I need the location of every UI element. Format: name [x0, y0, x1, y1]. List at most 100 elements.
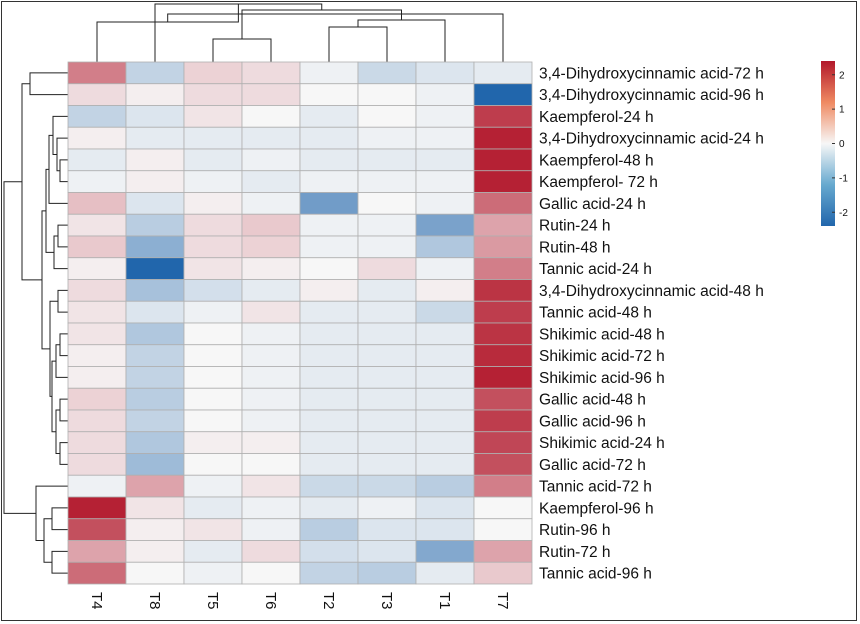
heatmap-cell	[67, 105, 127, 128]
heatmap-cell	[415, 387, 475, 411]
heatmap-cell	[241, 235, 301, 259]
heatmap-cell	[415, 322, 475, 346]
row-label: Tannic acid-96 h	[539, 566, 652, 583]
heatmap-cell	[125, 83, 185, 106]
heatmap-cell	[357, 540, 417, 563]
heatmap-cell	[357, 213, 417, 237]
heatmap-cell	[183, 61, 243, 85]
heatmap-cell	[299, 496, 359, 520]
heatmap-cell	[357, 105, 417, 128]
heatmap-cell	[357, 257, 417, 280]
heatmap-cell	[183, 540, 243, 563]
heatmap-cell	[357, 83, 417, 106]
heatmap-cell	[183, 126, 243, 150]
heatmap-cell	[473, 540, 533, 563]
heatmap-cell	[473, 257, 533, 280]
heatmap-cell	[299, 344, 359, 367]
heatmap-cell	[357, 431, 417, 454]
dendrogram-branch	[45, 168, 54, 253]
heatmap-cell	[125, 170, 185, 193]
heatmap-cell	[67, 300, 127, 324]
dendrogram-branch	[43, 518, 52, 563]
heatmap-cell	[183, 409, 243, 433]
heatmap-cell	[241, 61, 301, 85]
dendrogram-branch	[57, 289, 68, 313]
row-label: Gallic acid-24 h	[539, 196, 646, 213]
row-label: Rutin-48 h	[539, 239, 611, 256]
dendrogram-branch	[48, 134, 68, 204]
heatmap-cell	[299, 279, 359, 302]
heatmap-cell	[241, 518, 301, 541]
dendrogram-branch	[51, 507, 68, 531]
row-label: 3,4-Dihydroxycinnamic acid-24 h	[539, 131, 764, 148]
colorbar-tick-label: 0	[839, 139, 845, 150]
colorbar-tick-label: -1	[839, 173, 848, 184]
heatmap-cell	[299, 105, 359, 128]
heatmap-cell	[67, 540, 127, 563]
heatmap-cell	[357, 453, 417, 476]
heatmap-cell	[241, 148, 301, 172]
row-label: Tannic acid-48 h	[539, 305, 652, 322]
heatmap-cell	[299, 561, 359, 585]
heatmap-cell	[357, 61, 417, 85]
heatmap-cell	[241, 496, 301, 520]
heatmap-cell	[415, 61, 475, 85]
heatmap-cell	[67, 344, 127, 367]
heatmap-cell	[241, 431, 301, 454]
dendrogram-branch	[51, 360, 56, 433]
heatmap-cell	[473, 61, 533, 85]
row-label: Kaempferol-48 h	[539, 152, 654, 169]
heatmap-cell	[67, 213, 127, 237]
heatmap-cell	[473, 453, 533, 476]
heatmap-cell	[415, 561, 475, 585]
heatmap-cell	[125, 126, 185, 150]
dendrogram-branch	[212, 38, 272, 62]
row-label: Kaempferol-24 h	[539, 109, 654, 126]
heatmap-cell	[125, 105, 185, 128]
row-label: Shikimic acid-72 h	[539, 348, 665, 365]
heatmap-cell	[183, 474, 243, 498]
row-dendrogram	[3, 72, 68, 574]
heatmap-cell	[67, 83, 127, 106]
heatmap-cell	[67, 235, 127, 259]
row-label: 3,4-Dihydroxycinnamic acid-72 h	[539, 65, 764, 82]
heatmap-cell	[241, 105, 301, 128]
heatmap-cell	[67, 387, 127, 411]
dendrogram-branch	[96, 4, 239, 62]
heatmap-cell	[125, 61, 185, 85]
dendrogram-branch	[328, 26, 388, 62]
heatmap-cell	[241, 322, 301, 346]
heatmap-cell	[357, 322, 417, 346]
heatmap-cell	[473, 474, 533, 498]
colorbar-ticks: 2 1 0 -1 -2	[832, 70, 848, 219]
heatmap-cell	[241, 126, 301, 150]
heatmap-cell	[473, 344, 533, 367]
heatmap-cell	[183, 279, 243, 302]
dendrogram-branch	[59, 333, 68, 357]
heatmap-cell	[241, 83, 301, 106]
heatmap-cell	[415, 431, 475, 454]
row-label: 3,4-Dihydroxycinnamic acid-48 h	[539, 283, 764, 300]
heatmap-cell	[67, 322, 127, 346]
heatmap-cell	[67, 279, 127, 302]
heatmap-cell	[415, 474, 475, 498]
heatmap-cell	[67, 126, 127, 150]
heatmap-cell	[125, 431, 185, 454]
dendrogram-branch	[56, 137, 68, 172]
heatmap-cell	[125, 474, 185, 498]
heatmap-cell	[473, 213, 533, 237]
heatmap-cell	[183, 257, 243, 280]
column-label: T1	[436, 592, 453, 610]
heatmap-cell	[357, 474, 417, 498]
row-labels: 3,4-Dihydroxycinnamic acid-72 h 3,4-Dihyd…	[539, 65, 764, 582]
heatmap-cell	[473, 83, 533, 106]
heatmap-cell	[415, 105, 475, 128]
heatmap-cell	[125, 344, 185, 367]
row-label: Shikimic acid-24 h	[539, 435, 665, 452]
heatmap-cell	[299, 322, 359, 346]
heatmap-cell	[357, 344, 417, 367]
heatmap-cell	[183, 518, 243, 541]
heatmap-cell	[241, 366, 301, 389]
heatmap-cell	[415, 540, 475, 563]
heatmap-cell	[473, 235, 533, 259]
